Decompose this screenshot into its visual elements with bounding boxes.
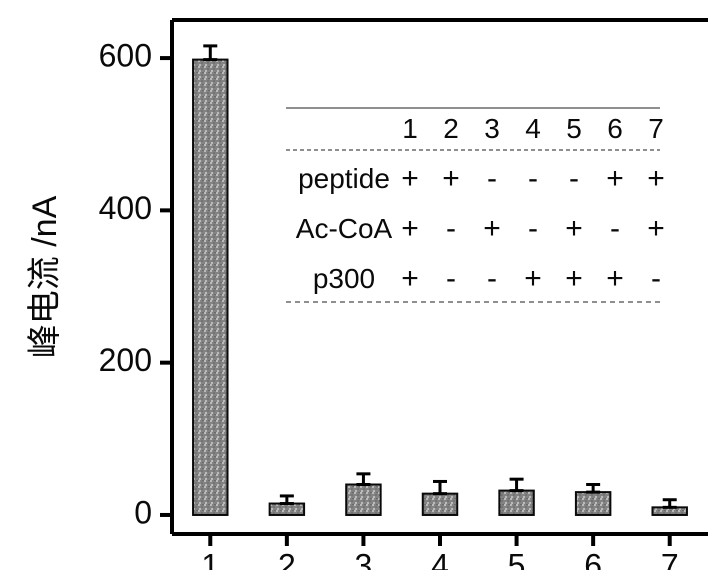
y-tick-label: 400 xyxy=(99,190,152,226)
table-cell: + xyxy=(647,162,665,195)
y-tick-label: 0 xyxy=(134,494,152,530)
x-tick-label: 5 xyxy=(508,547,526,570)
table-cell: + xyxy=(565,262,583,295)
table-cell: + xyxy=(647,212,665,245)
table-cell: - xyxy=(528,162,538,195)
table-header: 5 xyxy=(566,113,582,144)
bar xyxy=(423,494,457,515)
table-header: 4 xyxy=(525,113,541,144)
bar-chart: 02004006001234567峰电流 /nA1234567peptide++… xyxy=(0,0,723,570)
table-cell: - xyxy=(487,162,497,195)
bar xyxy=(499,491,533,515)
y-tick-label: 200 xyxy=(99,342,152,378)
x-tick-label: 4 xyxy=(431,547,449,570)
bar xyxy=(346,485,380,515)
table-header: 6 xyxy=(607,113,623,144)
table-header: 7 xyxy=(648,113,664,144)
table-cell: + xyxy=(606,162,624,195)
table-cell: + xyxy=(606,262,624,295)
x-tick-label: 3 xyxy=(355,547,373,570)
x-tick-label: 7 xyxy=(661,547,679,570)
x-tick-label: 6 xyxy=(584,547,602,570)
table-header: 2 xyxy=(443,113,459,144)
y-tick-label: 600 xyxy=(99,38,152,74)
table-row-label: peptide xyxy=(298,163,390,194)
table-header: 3 xyxy=(484,113,500,144)
table-row-label: p300 xyxy=(313,263,375,294)
table-cell: + xyxy=(565,212,583,245)
table-row-label: Ac-CoA xyxy=(296,213,393,244)
table-cell: + xyxy=(401,162,419,195)
table-cell: - xyxy=(569,162,579,195)
table-cell: - xyxy=(651,262,661,295)
table-cell: - xyxy=(487,262,497,295)
table-cell: - xyxy=(446,212,456,245)
table-cell: - xyxy=(446,262,456,295)
table-cell: - xyxy=(610,212,620,245)
table-cell: - xyxy=(528,212,538,245)
bar xyxy=(193,60,227,515)
table-cell: + xyxy=(442,162,460,195)
x-tick-label: 1 xyxy=(201,547,219,570)
table-cell: + xyxy=(524,262,542,295)
chart-container: 02004006001234567峰电流 /nA1234567peptide++… xyxy=(0,0,723,570)
table-cell: + xyxy=(483,212,501,245)
table-header: 1 xyxy=(402,113,418,144)
x-tick-label: 2 xyxy=(278,547,296,570)
bar xyxy=(270,504,304,515)
table-cell: + xyxy=(401,262,419,295)
table-cell: + xyxy=(401,212,419,245)
y-axis-label: 峰电流 /nA xyxy=(26,195,64,358)
bar xyxy=(576,492,610,515)
